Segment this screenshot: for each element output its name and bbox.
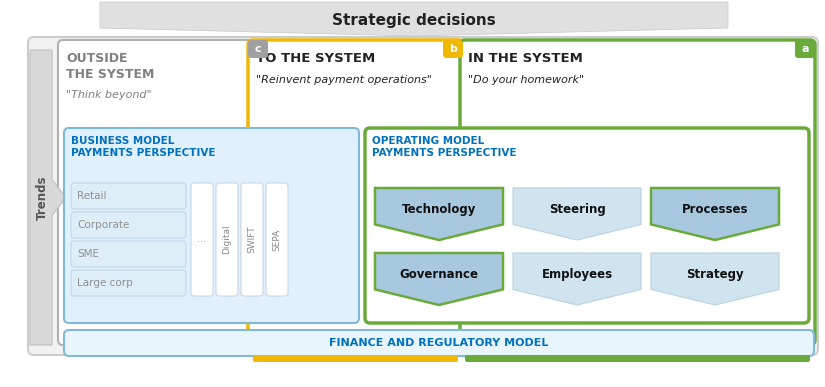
Text: Processes: Processes — [681, 203, 748, 216]
Text: Steering: Steering — [549, 203, 606, 216]
Text: OPERATING MODEL
PAYMENTS PERSPECTIVE: OPERATING MODEL PAYMENTS PERSPECTIVE — [372, 136, 516, 158]
FancyBboxPatch shape — [266, 183, 288, 296]
FancyBboxPatch shape — [71, 270, 186, 296]
Text: Strategic decisions: Strategic decisions — [332, 14, 496, 29]
Text: FINANCE AND REGULATORY MODEL: FINANCE AND REGULATORY MODEL — [329, 338, 549, 348]
Text: a: a — [801, 44, 808, 54]
FancyBboxPatch shape — [64, 128, 359, 323]
Text: Employees: Employees — [541, 268, 612, 281]
Polygon shape — [100, 2, 728, 36]
FancyBboxPatch shape — [64, 330, 814, 356]
FancyBboxPatch shape — [71, 183, 186, 209]
FancyBboxPatch shape — [241, 183, 263, 296]
FancyBboxPatch shape — [443, 40, 463, 58]
Text: "Do your homework": "Do your homework" — [468, 75, 584, 85]
FancyBboxPatch shape — [460, 40, 815, 345]
Text: b: b — [449, 44, 457, 54]
FancyBboxPatch shape — [365, 128, 809, 323]
Polygon shape — [513, 188, 641, 240]
Polygon shape — [651, 188, 779, 240]
Text: ...: ... — [197, 235, 206, 245]
Text: SEPA: SEPA — [272, 228, 281, 251]
FancyBboxPatch shape — [248, 40, 268, 58]
FancyBboxPatch shape — [795, 40, 815, 58]
Text: OUTSIDE
THE SYSTEM: OUTSIDE THE SYSTEM — [66, 52, 154, 81]
Text: SWIFT: SWIFT — [248, 226, 257, 253]
Polygon shape — [375, 188, 503, 240]
FancyBboxPatch shape — [216, 183, 238, 296]
Text: Strategy: Strategy — [686, 268, 744, 281]
Text: Technology: Technology — [402, 203, 476, 216]
Text: Trends: Trends — [35, 175, 49, 220]
FancyBboxPatch shape — [253, 355, 458, 362]
FancyBboxPatch shape — [58, 40, 268, 345]
Text: IN THE SYSTEM: IN THE SYSTEM — [468, 52, 583, 65]
Text: Large corp: Large corp — [77, 278, 133, 288]
Text: Digital: Digital — [223, 225, 232, 254]
Text: SME: SME — [77, 249, 99, 259]
Text: "Reinvent payment operations": "Reinvent payment operations" — [256, 75, 431, 85]
Polygon shape — [513, 253, 641, 305]
Polygon shape — [651, 253, 779, 305]
Text: BUSINESS MODEL
PAYMENTS PERSPECTIVE: BUSINESS MODEL PAYMENTS PERSPECTIVE — [71, 136, 215, 158]
FancyBboxPatch shape — [191, 183, 213, 296]
Text: Retail: Retail — [77, 191, 106, 201]
FancyBboxPatch shape — [71, 241, 186, 267]
Text: Corporate: Corporate — [77, 220, 130, 230]
FancyBboxPatch shape — [465, 355, 810, 362]
FancyBboxPatch shape — [248, 40, 463, 345]
Polygon shape — [375, 253, 503, 305]
Polygon shape — [30, 50, 66, 345]
Text: TO THE SYSTEM: TO THE SYSTEM — [256, 52, 375, 65]
FancyBboxPatch shape — [71, 212, 186, 238]
Text: Governance: Governance — [399, 268, 478, 281]
Text: c: c — [255, 44, 262, 54]
Text: "Think beyond": "Think beyond" — [66, 90, 152, 100]
FancyBboxPatch shape — [28, 37, 818, 355]
